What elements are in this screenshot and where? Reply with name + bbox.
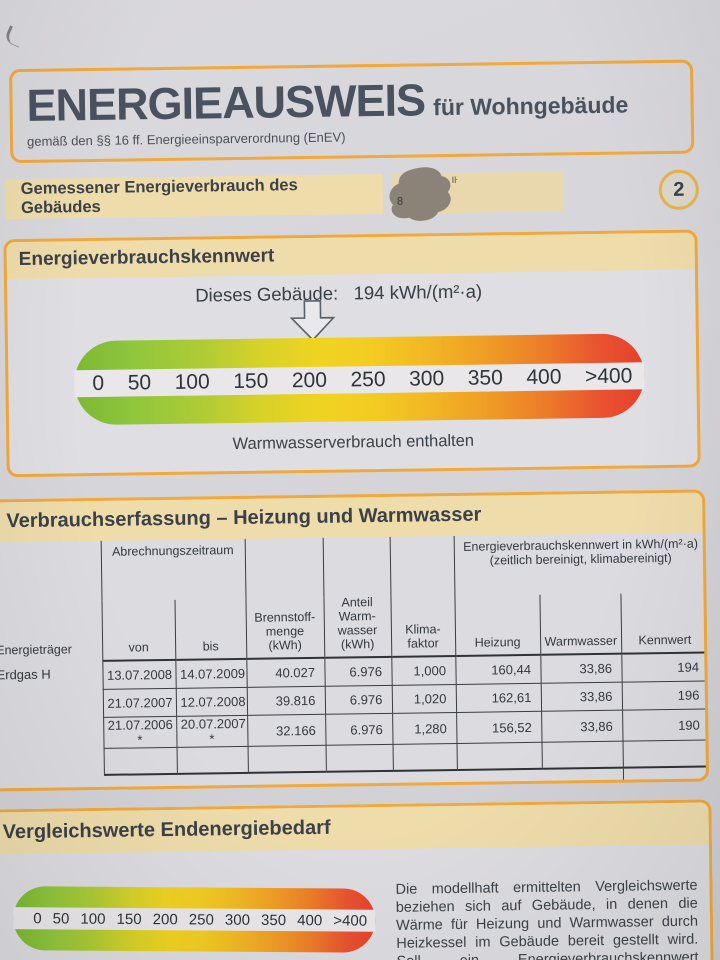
down-arrow-icon [289,300,336,343]
cell-warmwasser: 33,86 [540,653,622,684]
redacted-address-field: 8 Iŀ [389,167,565,221]
kennwert-box: Energieverbrauchskennwert Dieses Gebäude… [3,229,701,478]
scale-tick-label: 300 [408,366,445,391]
title-box: ENERGIEAUSWEIS für Wohngebäude gemäß den … [9,59,695,164]
scale-tick-label: 0 [33,909,42,927]
cell-bis: 12.07.2008 [175,687,248,717]
scale-tick-label: 200 [291,368,328,392]
cell-brennstoffmenge: 32.166 [247,714,326,747]
page-number-badge: 2 [658,169,700,211]
consumption-table: Energieträger Abrechnungszeitraum Brenns… [0,532,710,792]
column-header-brennstoffmenge: Brennstoff- menge (kWh) [244,537,325,659]
column-header-zeitraum: Abrechnungszeitraum [100,538,246,601]
scale-tick-label: >400 [333,911,368,930]
page-number: 2 [673,178,685,201]
measured-consumption-row: Gemessener Energieverbrauch des Gebäudes… [4,167,706,221]
scale-tick-label: >400 [584,363,633,388]
page-title: ENERGIEAUSWEIS [26,74,426,131]
column-header-klimafaktor: Klima- faktor [389,535,456,657]
column-header-bis: bis [174,598,247,660]
scale-tick-label: 300 [224,911,251,929]
comparison-paragraph: Die modellhaft ermittelten Vergleichswer… [395,877,699,960]
scale-tick-label: 200 [152,910,178,928]
cell-warmwasser: 33,86 [541,710,623,743]
cell-energietraeger: Erdgas H [0,660,104,777]
redacted-character: 8 [396,195,404,208]
cell-kennwert: 190 [622,708,710,742]
comparison-scale-tick-band: 0 50 100 150 200 250 300 350 400 >400 [13,907,376,932]
scale-tick-label: 50 [127,370,152,395]
cell-heizung: 160,44 [455,654,541,685]
cell-anteil: 6.976 [324,685,393,715]
column-header-kennwert-group: Energieverbrauchskennwert in kWh/(m²·a) … [463,536,699,568]
verbrauch-box: Verbrauchserfassung – Heizung und Warmwa… [0,489,710,792]
cell-von: 13.07.2008 [102,659,176,690]
cell-klimafaktor: 1,000 [391,655,456,686]
scale-tick-label: 100 [174,369,210,394]
redaction-blob [389,167,451,221]
scale-tick-label: 100 [80,910,106,928]
cell-bis: 20.07.2007 * [176,715,248,748]
cell-anteil: 6.976 [324,656,392,687]
average-value: 194 [655,776,678,792]
cell-brennstoffmenge: 39.816 [246,686,326,716]
scale-tick-label: 0 [92,371,105,395]
building-value-line: Dieses Gebäude: 194 kWh/(m²·a) [195,278,695,307]
cell-anteil: 6.976 [325,713,393,746]
cell-heizung: 162,61 [455,683,542,713]
cell-von: 21.07.2007 [102,688,177,718]
scale-caption: Warmwasserverbrauch enthalten [232,431,475,454]
cell-klimafaktor: 1,280 [392,712,457,745]
column-header-von: von [101,599,176,661]
scale-tick-label: 150 [233,369,269,393]
cell-kennwert: 194 [621,652,709,683]
scale-tick-label: 50 [52,909,70,928]
scale-tick-label: 400 [297,911,323,929]
measured-consumption-label: Gemessener Energieverbrauch des Gebäudes [4,173,384,220]
column-header-kennwert: Kennwert [620,592,709,654]
average-label: Durchschnitt [541,767,624,792]
cell-bis: 14.07.2009 [175,658,247,689]
redacted-marks: Iŀ [451,174,458,185]
scale-tick-label: 250 [350,367,386,391]
energy-scale: 0 50 100 150 200 250 300 350 400 >400 [73,333,645,426]
cell-von: 21.07.2006 * [103,716,177,749]
cell-klimafaktor: 1,020 [391,684,457,714]
comparison-scale: 0 50 100 150 200 250 300 350 400 >400 * [13,886,376,960]
scale-tick-label: 350 [467,365,503,390]
column-header-warmwasser: Warmwasser [539,593,622,655]
cell-brennstoffmenge: 40.027 [246,657,325,688]
column-header-heizung: Heizung [454,594,541,656]
page-title-suffix: für Wohngebäude [433,91,629,121]
section-header-kennwert: Energieverbrauchskennwert [6,232,695,280]
scale-tick-label: 150 [116,910,142,928]
building-value: 194 kWh/(m²·a) [353,280,483,304]
column-header-anteil-warmwasser: Anteil Warm- wasser (kWh) [322,536,392,658]
cell-kennwert: 196 [621,680,710,711]
column-header-energietraeger: Energieträger [0,540,103,663]
cell-warmwasser: 33,86 [540,682,623,712]
scale-tick-label: 250 [188,910,214,929]
scale-tick-label: 350 [261,911,287,929]
vergleich-box: Vergleichswerte Endenergiebedarf 0 50 10… [0,799,715,960]
scale-tick-label: 400 [526,364,562,389]
cell-heizung: 156,52 [456,711,542,744]
